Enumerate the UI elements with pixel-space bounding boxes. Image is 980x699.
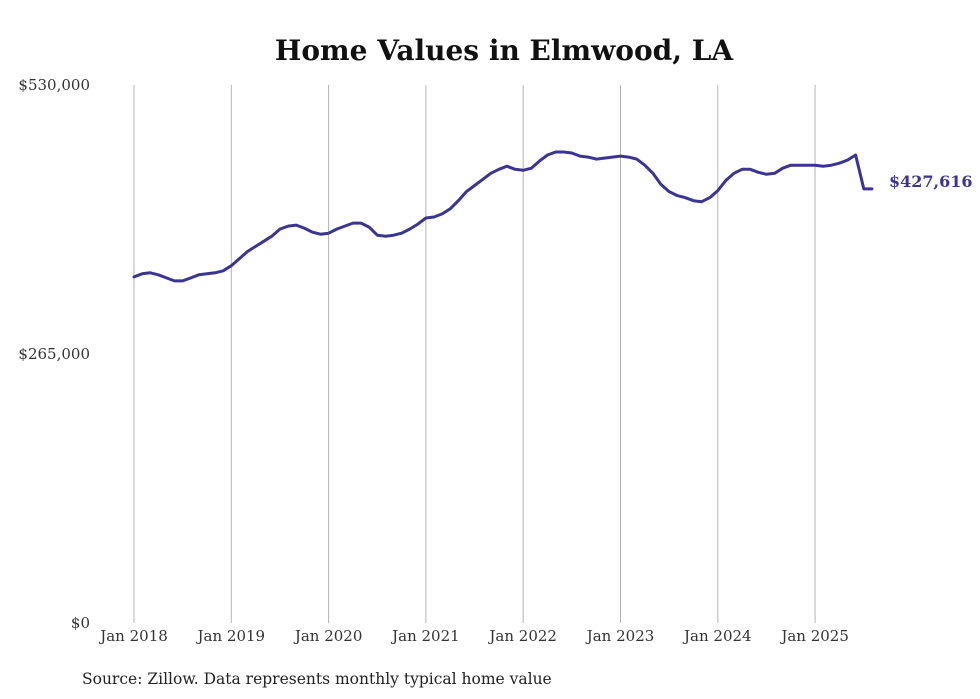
chart-title: Home Values in Elmwood, LA <box>275 34 735 67</box>
series-line <box>132 150 874 283</box>
x-tick-label: Jan 2018 <box>98 627 168 645</box>
source-note: Source: Zillow. Data represents monthly … <box>82 670 552 688</box>
grid-lines <box>133 85 816 623</box>
x-tick-label: Jan 2019 <box>196 627 266 645</box>
x-tick-label: Jan 2020 <box>293 627 363 645</box>
end-value-label: $427,616 <box>889 172 973 191</box>
x-tick-label: Jan 2025 <box>779 627 849 645</box>
series-layer <box>132 150 874 283</box>
y-tick-label: $0 <box>71 614 90 632</box>
y-axis-ticks: $0 $265,000 $530,000 <box>18 76 90 632</box>
y-tick-label: $530,000 <box>18 76 90 94</box>
x-axis-ticks: Jan 2018 Jan 2019 Jan 2020 Jan 2021 Jan 2022… <box>98 627 849 645</box>
x-tick-label: Jan 2021 <box>390 627 460 645</box>
x-tick-label: Jan 2023 <box>585 627 655 645</box>
x-tick-label: Jan 2024 <box>682 627 752 645</box>
x-tick-label: Jan 2022 <box>487 627 557 645</box>
y-tick-label: $265,000 <box>18 345 90 363</box>
